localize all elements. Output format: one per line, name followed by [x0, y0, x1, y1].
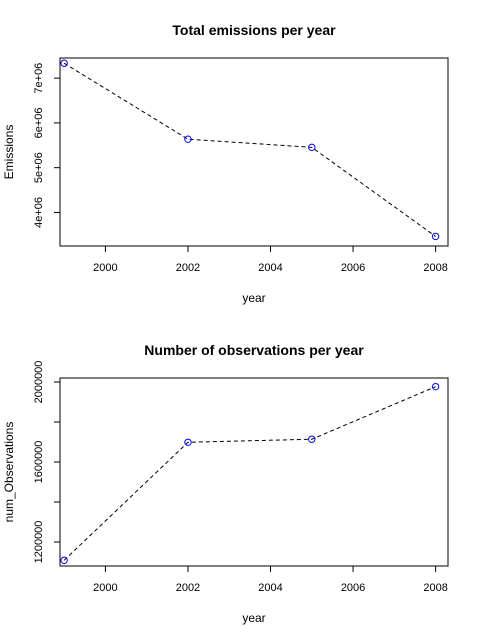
data-point	[184, 135, 192, 143]
x-tick-label: 2006	[341, 262, 365, 274]
y-tick-label: 1600000	[33, 441, 45, 484]
emissions-chart: Total emissions per year year Emissions …	[2, 22, 449, 305]
observations-chart: Number of observations per year year num…	[2, 342, 449, 625]
plot-frame	[59, 57, 449, 247]
y-tick-label: 2000000	[33, 361, 45, 404]
data-point	[184, 438, 192, 446]
x-tick-label: 2000	[93, 262, 117, 274]
y-tick-label: 1200000	[33, 521, 45, 564]
y-axis-label: Emissions	[2, 125, 16, 180]
x-tick-label: 2006	[341, 582, 365, 594]
x-tick-label: 2008	[423, 262, 447, 274]
y-axis-label: num_Observations	[2, 422, 16, 523]
data-point	[60, 556, 68, 565]
data-point	[431, 382, 440, 391]
x-tick-label: 2002	[176, 582, 200, 594]
x-axis-label: year	[242, 291, 265, 305]
x-tick-label: 2002	[176, 262, 200, 274]
x-tick-label: 2004	[258, 582, 282, 594]
x-axis-label: year	[242, 611, 265, 625]
y-tick-label: 5e+06	[33, 152, 45, 183]
plot-frame	[59, 377, 449, 567]
series-line	[63, 62, 436, 237]
data-point	[308, 143, 316, 152]
x-tick-label: 2000	[93, 582, 117, 594]
chart-title: Number of observations per year	[144, 342, 364, 358]
y-tick-label: 6e+06	[33, 107, 45, 138]
series-line	[63, 386, 436, 561]
data-point	[431, 232, 440, 241]
chart-title: Total emissions per year	[172, 22, 336, 38]
x-tick-label: 2004	[258, 262, 282, 274]
y-tick-label: 4e+06	[33, 197, 45, 228]
x-tick-label: 2008	[423, 582, 447, 594]
data-point	[308, 435, 316, 443]
y-tick-label: 7e+06	[33, 63, 45, 94]
data-point	[60, 59, 68, 67]
